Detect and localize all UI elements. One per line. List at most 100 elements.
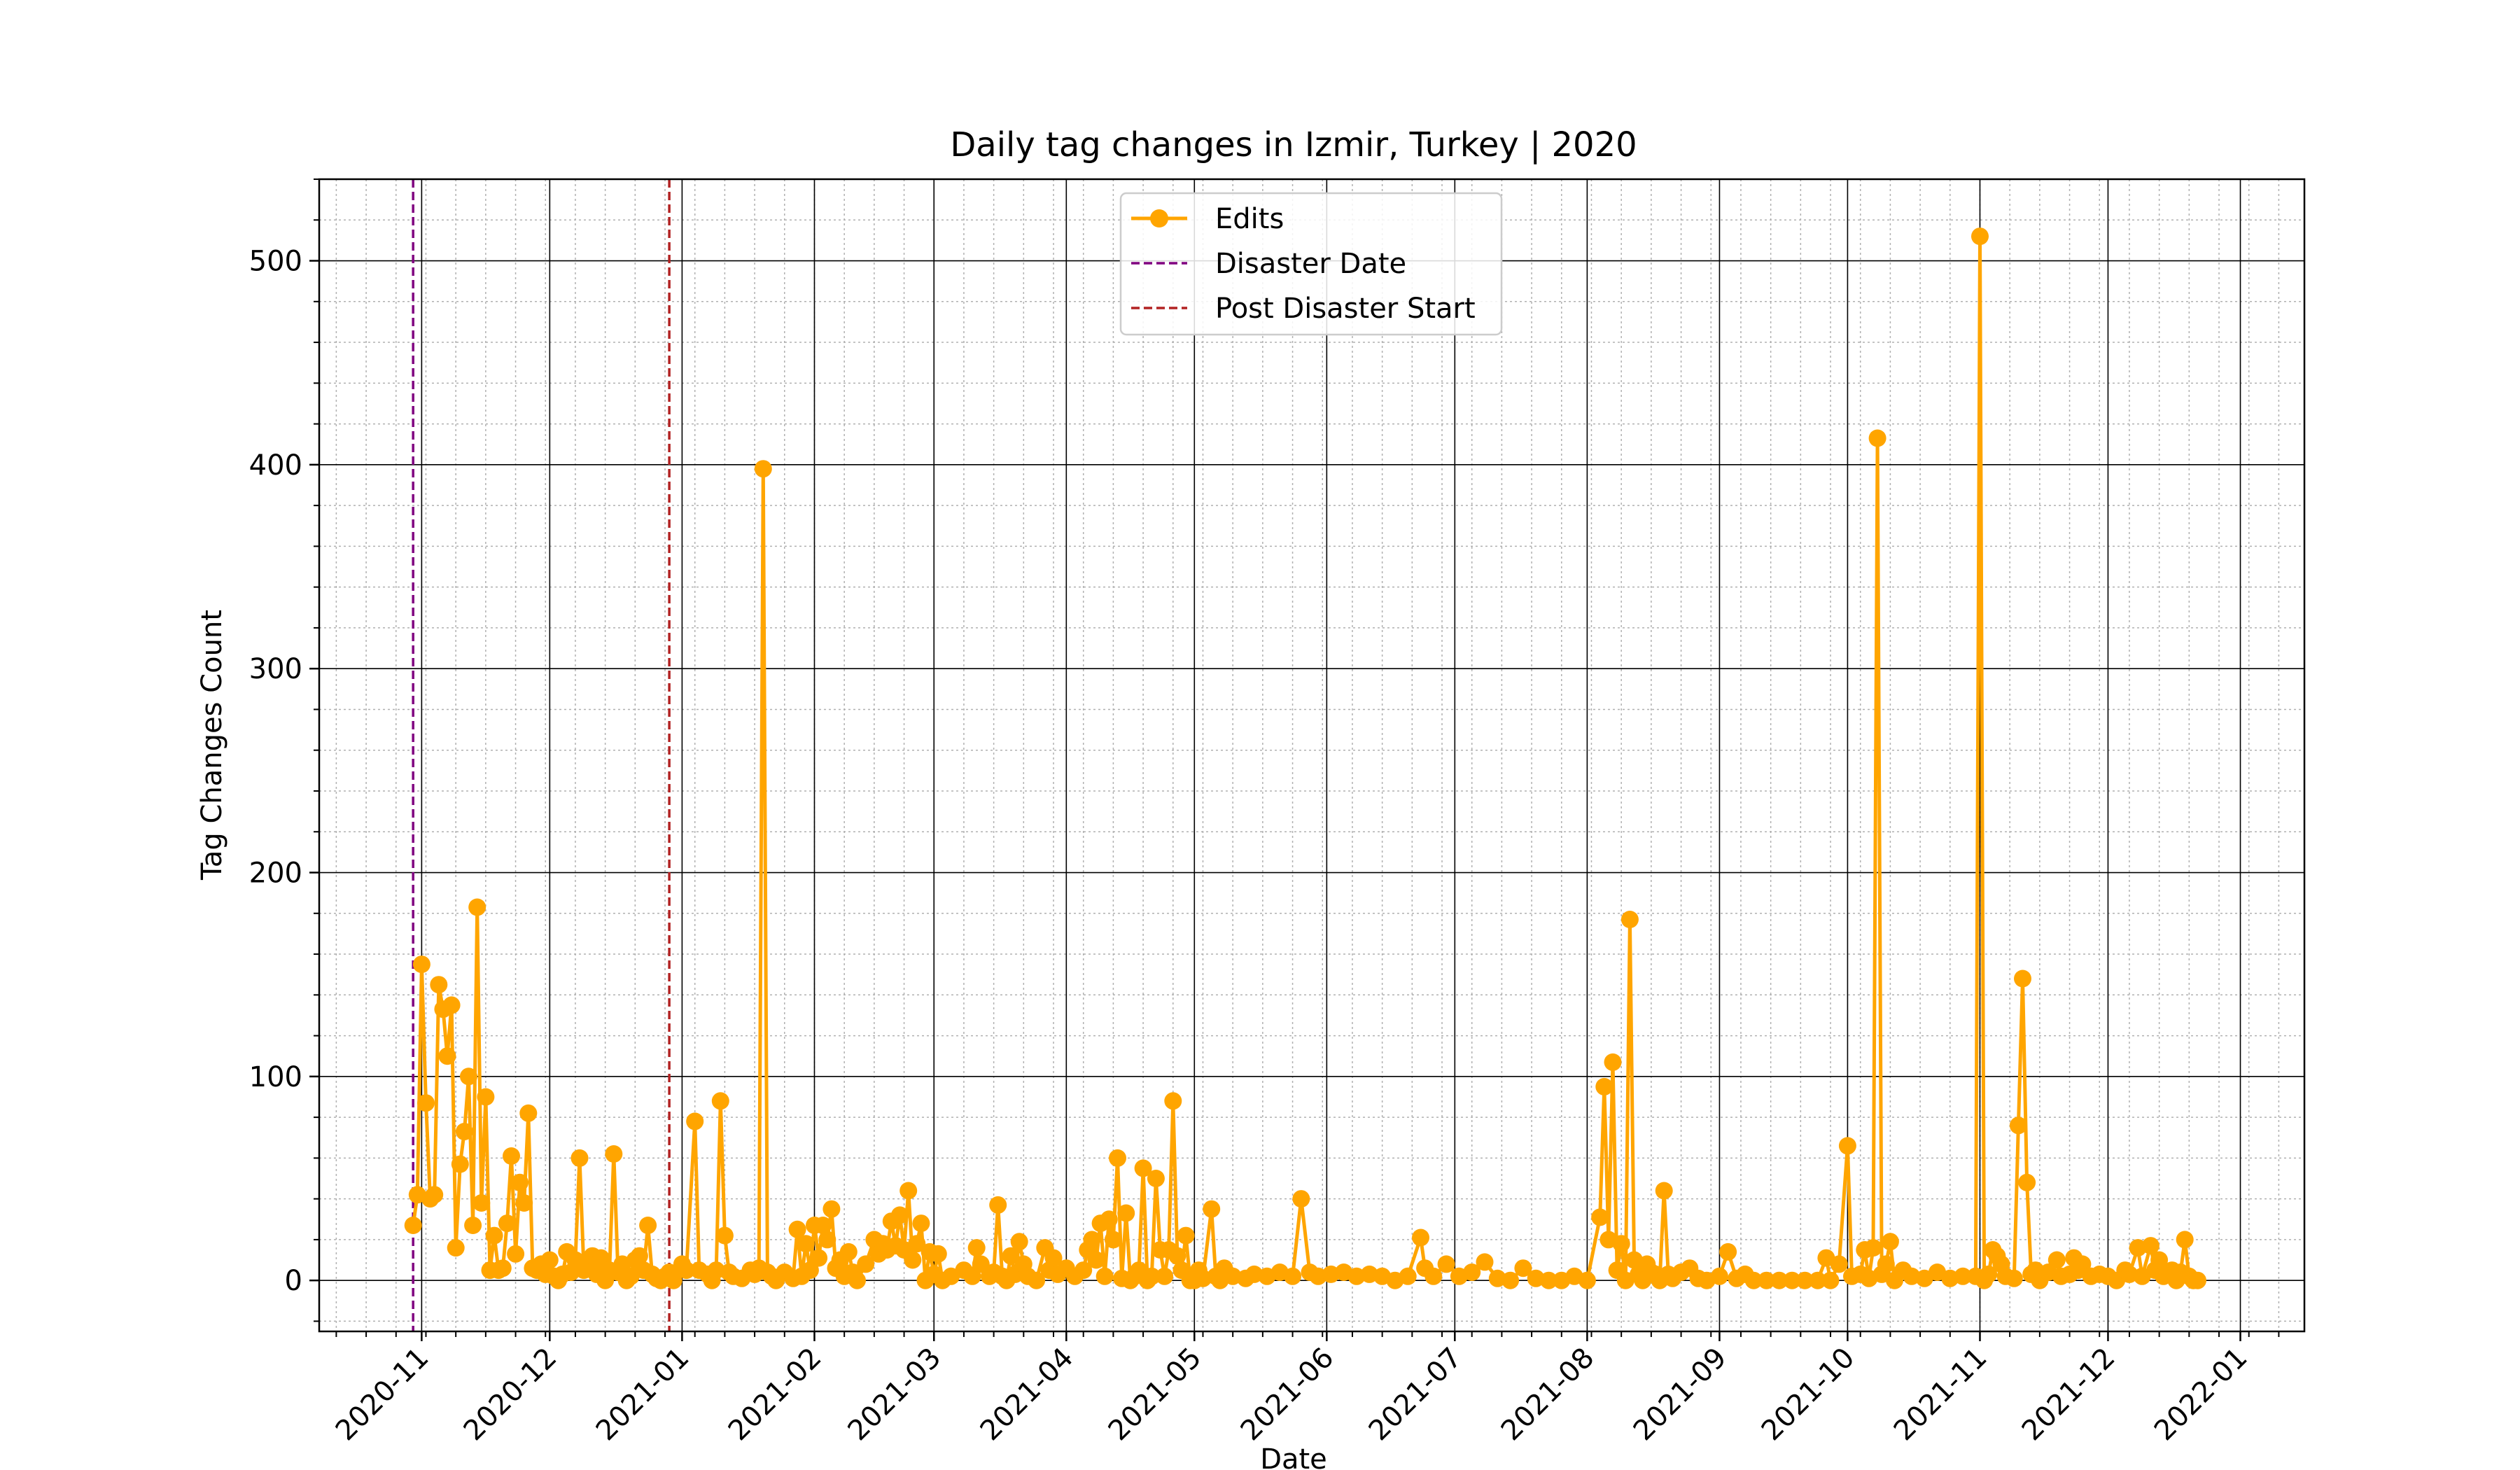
edits-point <box>711 1092 729 1110</box>
edits-point <box>498 1214 516 1233</box>
edits-point <box>989 1196 1007 1214</box>
edits-point <box>1620 911 1639 928</box>
edits-point <box>1540 1271 1558 1289</box>
legend-box <box>1119 192 1503 336</box>
edits-point <box>1980 1265 1998 1283</box>
edits-point <box>1578 1271 1596 1289</box>
edits-point <box>477 1088 495 1106</box>
edits-point <box>1604 1053 1622 1071</box>
edits-point <box>1868 429 1886 447</box>
edits-point <box>519 1104 538 1122</box>
edits-point <box>570 1149 589 1167</box>
edits-point <box>1527 1269 1545 1287</box>
edits-point <box>912 1214 930 1233</box>
legend-marker-edits <box>1150 209 1168 227</box>
edits-point <box>857 1255 875 1273</box>
edits-point <box>678 1261 695 1280</box>
legend: Edits Disaster Date Post Disaster Start <box>1119 192 1503 336</box>
edits-point <box>1710 1267 1728 1285</box>
y-tick-label: 200 <box>249 858 302 890</box>
edits-point <box>1424 1267 1443 1285</box>
edits-point <box>2018 1173 2036 1191</box>
edits-point <box>1002 1247 1020 1265</box>
edits-point <box>788 1220 806 1238</box>
edits-point <box>1591 1208 1609 1226</box>
edits-point <box>1104 1231 1122 1249</box>
legend-entry-edits: Edits <box>1131 203 1284 235</box>
edits-point <box>1488 1269 1506 1287</box>
y-axis-label: Tag Changes Count <box>196 610 228 881</box>
edits-point <box>904 1251 922 1269</box>
edits-point <box>2009 1116 2027 1135</box>
edits-point <box>417 1094 435 1112</box>
edits-point <box>447 1239 465 1257</box>
chart-title: Daily tag changes in Izmir, Turkey | 202… <box>950 125 1637 164</box>
edits-point <box>493 1259 512 1278</box>
x-axis-label: Date <box>1260 1443 1327 1470</box>
edits-point <box>1954 1267 1972 1285</box>
edits-point <box>1074 1261 1093 1280</box>
y-tick-label: 100 <box>249 1061 302 1093</box>
edits-point <box>810 1249 828 1267</box>
edits-point <box>1142 1267 1161 1285</box>
edits-point <box>1655 1182 1673 1200</box>
edits-point <box>464 1217 482 1234</box>
reference-lines <box>412 179 671 1331</box>
edits-point <box>797 1235 815 1253</box>
edits-point <box>1309 1267 1327 1285</box>
edits-point <box>430 976 448 994</box>
edits-point <box>1292 1190 1310 1208</box>
edits-point <box>438 1047 456 1065</box>
edits-point <box>605 1145 623 1163</box>
edits-point <box>1164 1092 1182 1110</box>
edits-point <box>1028 1271 1046 1289</box>
edits-point <box>1203 1200 1221 1218</box>
edits-point <box>1770 1271 1788 1289</box>
legend-entry-post-disaster-start: Post Disaster Start <box>1131 293 1476 325</box>
edits-point <box>426 1186 444 1204</box>
edits-point <box>1134 1159 1152 1177</box>
edits-point <box>592 1249 610 1267</box>
edits-point <box>2141 1237 2160 1255</box>
edits-point <box>1463 1264 1481 1281</box>
edits-point <box>1877 1255 1895 1273</box>
edits-point <box>507 1245 525 1263</box>
edits-point <box>1284 1267 1302 1285</box>
edits-point <box>1245 1265 1264 1283</box>
edits-point <box>1096 1267 1114 1285</box>
minor-grid <box>319 178 2304 1331</box>
edits-point <box>1147 1170 1165 1187</box>
edits-point <box>1758 1271 1775 1289</box>
edits-point <box>540 1251 559 1269</box>
edits-point <box>1612 1235 1630 1253</box>
edits-point <box>1864 1239 1882 1257</box>
edits-point <box>1100 1210 1118 1228</box>
edits-point <box>1795 1271 1814 1289</box>
edits-point <box>707 1261 725 1280</box>
edits-point <box>967 1239 986 1257</box>
edits-point <box>468 898 486 916</box>
edits-point <box>908 1235 926 1253</box>
edits-point <box>1502 1271 1520 1289</box>
edits-point <box>1476 1253 1494 1271</box>
edits-point <box>2189 1271 2206 1289</box>
edits-point <box>451 1155 469 1173</box>
edits-point <box>814 1217 832 1234</box>
edits-point <box>1044 1249 1063 1267</box>
edits-point <box>404 1217 422 1234</box>
edits-point <box>899 1182 918 1200</box>
plot-frame <box>318 178 2306 1333</box>
edits-point <box>891 1206 909 1224</box>
edits-point <box>1360 1265 1378 1283</box>
edits-point <box>2047 1251 2066 1269</box>
edits-point <box>1177 1226 1195 1245</box>
legend-label-edits: Edits <box>1215 203 1284 235</box>
edits-point <box>1010 1233 1028 1251</box>
edits-point <box>1719 1242 1737 1261</box>
edits-point <box>515 1194 533 1212</box>
edits-point <box>2014 969 2031 988</box>
y-tick-label: 0 <box>285 1265 302 1297</box>
edits-point <box>1881 1233 1899 1251</box>
legend-entry-disaster-date: Disaster Date <box>1131 248 1406 280</box>
